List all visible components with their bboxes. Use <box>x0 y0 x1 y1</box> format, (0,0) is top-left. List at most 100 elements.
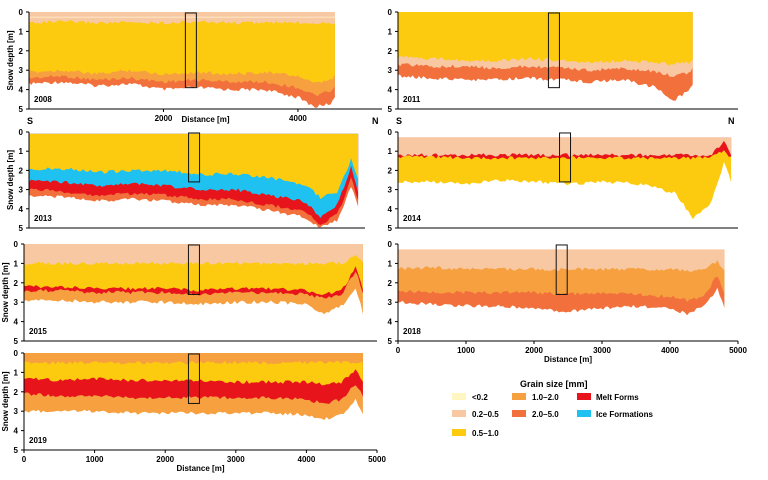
y-tick-label-2014-0: 0 <box>388 128 393 137</box>
year-label-2013: 2013 <box>34 214 52 223</box>
y-tick-label-2011-0: 0 <box>388 8 393 17</box>
y-tick-label-2014-3: 3 <box>388 186 393 195</box>
y-tick-label-2019-1: 1 <box>14 368 19 377</box>
x-tick-label-2018-1000: 1000 <box>457 346 475 355</box>
y-tick-label-2014-5: 5 <box>388 224 393 233</box>
y-tick-label-2014-1: 1 <box>388 147 393 156</box>
y-tick-label-2011-2: 2 <box>388 47 393 56</box>
y-tick-label-2018-0: 0 <box>388 240 393 249</box>
year-label-2011: 2011 <box>403 95 421 104</box>
panel-2019: 0 1 2 3 4 5 Snow depth [m] 2019 0 1000 2000 3000 400… <box>1 349 386 473</box>
y-tick-label-2011-4: 4 <box>388 86 393 95</box>
legend-title: Grain size [mm] <box>520 379 588 389</box>
y-tick-label-2015-4: 4 <box>14 318 19 327</box>
direction-start-2011: S <box>396 116 402 126</box>
y-tick-label-2011-5: 5 <box>388 105 393 114</box>
year-label-2014: 2014 <box>403 214 421 223</box>
panel-2014: 0 1 2 3 4 5 2014 <box>388 128 738 233</box>
legend-swatch-10-20 <box>512 393 526 400</box>
y-tick-label-2015-5: 5 <box>14 337 19 346</box>
y-tick-label-2008-3: 3 <box>19 66 24 75</box>
y-tick-label-2011-3: 3 <box>388 66 393 75</box>
legend-label-02-05: 0.2–0.5 <box>472 410 499 419</box>
snow-pit-2015 <box>187 244 200 295</box>
legend-swatch-02-05 <box>452 410 466 417</box>
y-tick-label-2019-5: 5 <box>14 446 19 455</box>
legend-swatch-ice <box>577 410 591 417</box>
legend-label-ice: Ice Formations <box>596 410 653 419</box>
panel-2013: 0 1 2 3 4 5 Snow depth [m] 2013 <box>6 128 365 233</box>
y-tick-label-2013-2: 2 <box>19 166 24 175</box>
y-tick-label-2013-0: 0 <box>19 128 24 137</box>
x-tick-label-2018-0: 0 <box>396 346 401 355</box>
x-tick-label-2019-4000: 4000 <box>298 455 316 464</box>
x-tick-label-2019-5000: 5000 <box>368 455 386 464</box>
y-tick-label-2018-5: 5 <box>388 337 393 346</box>
layer-2008-0-5-1-0 <box>29 17 335 83</box>
layer-2008-0-2-0-5 <box>29 17 335 25</box>
legend: Grain size [mm] <0.2 0.2–0.5 0.5–1.0 1.0… <box>452 379 653 438</box>
y-tick-label-2014-4: 4 <box>388 205 393 214</box>
snow-pit-2013 <box>188 132 201 183</box>
x-tick-label-2019-1000: 1000 <box>86 455 104 464</box>
legend-label-melt: Melt Forms <box>596 393 639 402</box>
y-tick-label-2008-1: 1 <box>19 27 24 36</box>
year-label-2019: 2019 <box>29 436 47 445</box>
y-tick-label-2018-3: 3 <box>388 298 393 307</box>
layer-2014-0-2-0-5 <box>398 137 732 157</box>
y-tick-label-2015-3: 3 <box>14 298 19 307</box>
layer-2013-0-5-1-0 <box>29 133 359 199</box>
snow-pit-2008 <box>184 12 197 89</box>
legend-swatch-lt02 <box>452 393 466 400</box>
year-label-2018: 2018 <box>403 327 421 336</box>
y-tick-label-2015-2: 2 <box>14 279 19 288</box>
legend-swatch-20-50 <box>512 410 526 417</box>
snow-pit-2014 <box>559 132 572 183</box>
y-tick-label-2008-2: 2 <box>19 47 24 56</box>
y-tick-label-2013-5: 5 <box>19 224 24 233</box>
y-axis-label-2008: Snow depth [m] <box>6 30 15 90</box>
panel-2011: 0 1 2 3 4 5 2011 S N <box>388 8 738 126</box>
y-tick-label-2014-2: 2 <box>388 166 393 175</box>
y-tick-label-2019-2: 2 <box>14 388 19 397</box>
y-tick-label-2011-1: 1 <box>388 27 393 36</box>
direction-end-2008: N <box>372 116 379 126</box>
y-tick-label-2013-4: 4 <box>19 205 24 214</box>
panel-2008: 0 1 2 3 4 5 Snow depth [m] 2008 2000 4000 Distance… <box>6 8 382 126</box>
y-tick-label-2019-3: 3 <box>14 407 19 416</box>
legend-label-05-10: 0.5–1.0 <box>472 429 499 438</box>
direction-end-2011: N <box>728 116 735 126</box>
direction-start-2008: S <box>27 116 33 126</box>
y-tick-label-2008-0: 0 <box>19 8 24 17</box>
y-tick-label-2008-4: 4 <box>19 86 24 95</box>
legend-label-20-50: 2.0–5.0 <box>532 410 559 419</box>
legend-swatch-05-10 <box>452 429 466 436</box>
snow-pit-2011 <box>547 12 560 89</box>
y-tick-label-2013-3: 3 <box>19 186 24 195</box>
x-tick-label-2018-3000: 3000 <box>593 346 611 355</box>
y-axis-label-2015: Snow depth [m] <box>1 262 10 322</box>
layer-2018-0-2-0-5 <box>398 249 725 272</box>
y-axis-label-2013: Snow depth [m] <box>6 150 15 210</box>
y-tick-label-2013-1: 1 <box>19 147 24 156</box>
y-axis-label-2019: Snow depth [m] <box>1 371 10 431</box>
x-axis-label-2008: Distance [m] <box>181 115 229 124</box>
x-tick-label-2008-2000: 2000 <box>155 114 173 123</box>
legend-label-lt02: <0.2 <box>472 393 488 402</box>
y-tick-label-2019-4: 4 <box>14 427 19 436</box>
y-tick-label-2018-2: 2 <box>388 279 393 288</box>
y-tick-label-2008-5: 5 <box>19 105 24 114</box>
snow-pit-2019 <box>187 353 200 404</box>
y-tick-label-2015-1: 1 <box>14 259 19 268</box>
y-tick-label-2018-4: 4 <box>388 318 393 327</box>
y-tick-label-2015-0: 0 <box>14 240 19 249</box>
x-tick-label-2018-4000: 4000 <box>661 346 679 355</box>
x-tick-label-2018-5000: 5000 <box>729 346 747 355</box>
y-tick-label-2019-0: 0 <box>14 349 19 358</box>
panel-2015: 0 1 2 3 4 5 Snow depth [m] 2015 <box>1 240 377 346</box>
legend-label-10-20: 1.0–2.0 <box>532 393 559 402</box>
x-tick-label-2019-2000: 2000 <box>156 455 174 464</box>
x-tick-label-2018-2000: 2000 <box>525 346 543 355</box>
